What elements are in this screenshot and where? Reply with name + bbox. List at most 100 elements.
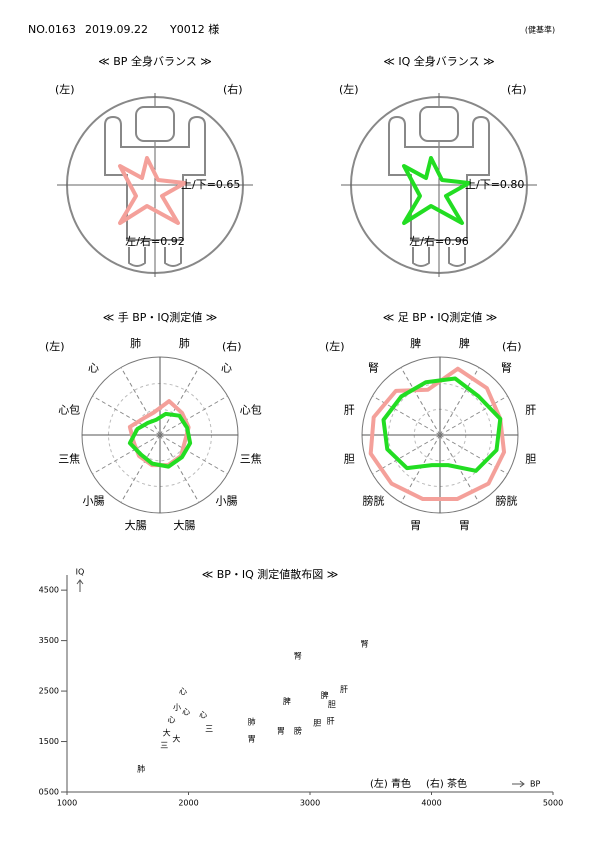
axis-label: 心包: [240, 404, 262, 417]
x-tick-label: 5000: [543, 799, 563, 808]
spoke: [439, 395, 508, 436]
left-label: (左): [45, 340, 65, 353]
y-tick-label: 0500: [39, 788, 59, 797]
spoke: [159, 434, 200, 503]
left-label: (左): [325, 340, 345, 353]
chart-title: ≪ BP・IQ 測定値散布図 ≫: [202, 567, 339, 581]
x-arrow: [512, 780, 525, 788]
point: 三: [160, 741, 168, 750]
point: 大: [172, 734, 180, 744]
spoke: [120, 367, 161, 436]
point: 胆: [328, 700, 336, 709]
y-tick-label: 2500: [39, 687, 59, 696]
spoke: [92, 434, 161, 475]
axis-label: 脾: [410, 336, 421, 350]
point: 心: [182, 707, 190, 716]
figure-body: [104, 115, 206, 267]
axis-label: 脾: [459, 336, 470, 350]
radar-line: [127, 411, 193, 469]
x-tick-label: 2000: [178, 799, 198, 808]
figure-body: [388, 115, 490, 267]
note: (健基準): [525, 25, 555, 35]
spoke: [159, 395, 228, 436]
y-tick-label: 3500: [39, 636, 59, 645]
lr-ratio: 左/右=0.96: [409, 234, 468, 248]
left-label: (左): [339, 83, 359, 96]
axis-label: 小腸: [83, 494, 105, 507]
figure-head: [419, 106, 459, 142]
right-label: (右): [507, 82, 527, 96]
right-label: (右): [502, 339, 522, 353]
y-tick-label: 1500: [39, 737, 59, 746]
x-tick-label: 1000: [57, 799, 77, 808]
radar-line: [381, 376, 503, 473]
axis-label: 大腸: [173, 518, 195, 532]
axis-label: 心: [221, 362, 232, 375]
axis-label: 小腸: [215, 494, 237, 507]
point: 腎: [294, 652, 302, 661]
axis-label: 胆: [344, 452, 355, 465]
axis-label: 三焦: [240, 452, 262, 465]
point: 膀: [294, 725, 302, 735]
chart-title: ≪ IQ 全身バランス ≫: [383, 54, 494, 68]
right-label: (右): [222, 339, 242, 353]
spoke: [120, 434, 161, 503]
figure-head: [135, 106, 175, 142]
point: 脾: [321, 690, 329, 700]
y-arrow: [76, 579, 84, 592]
point: 大: [163, 727, 171, 737]
point: 胆: [313, 718, 321, 727]
left-label: (左): [55, 83, 75, 96]
axis-label: 肝: [525, 404, 536, 417]
x-axis-label: BP: [530, 780, 540, 789]
x-tick-label: 3000: [300, 799, 320, 808]
point: 肺: [248, 717, 256, 726]
point: 脾: [283, 696, 291, 706]
patient: Y0012 様: [169, 22, 219, 36]
axis-label: 膀胱: [495, 493, 517, 507]
legend-entry: (右) 茶色: [426, 777, 467, 790]
axis-label: 肝: [344, 404, 355, 417]
ud-ratio: 上/下=0.65: [181, 178, 240, 191]
axis-label: 腎: [501, 362, 512, 375]
spoke: [372, 395, 441, 436]
balance-star: [402, 156, 471, 225]
record-no: NO.0163: [28, 23, 76, 36]
y-axis-label: IQ: [76, 568, 85, 577]
legend-entry: (左) 青色: [370, 777, 411, 790]
axis-label: 心: [88, 362, 99, 375]
chart-title: ≪ BP 全身バランス ≫: [98, 54, 211, 68]
chart-title: ≪ 足 BP・IQ測定値 ≫: [383, 310, 498, 324]
axis-label: 心包: [58, 404, 80, 417]
axis-label: 大腸: [125, 518, 147, 532]
point: 小: [173, 703, 181, 712]
right-label: (右): [223, 82, 243, 96]
spoke: [372, 434, 441, 475]
point: 心: [179, 687, 187, 696]
spoke: [159, 434, 228, 475]
balance-star: [118, 156, 187, 225]
point: 三: [205, 724, 213, 733]
date: 2019.09.22: [85, 23, 148, 36]
point: 胃: [277, 726, 285, 735]
y-tick-label: 4500: [39, 586, 59, 595]
axis-label: 肺: [130, 337, 141, 350]
axis-label: 三焦: [58, 452, 80, 465]
axis-label: 腎: [368, 362, 379, 375]
point: 肺: [137, 764, 145, 773]
axis-label: 膀胱: [363, 493, 385, 507]
spoke: [159, 367, 200, 436]
spoke: [400, 367, 441, 436]
chart-title: ≪ 手 BP・IQ測定値 ≫: [103, 310, 218, 324]
point: 胃: [248, 735, 256, 744]
point: 肝: [327, 716, 335, 725]
axis-label: 胃: [459, 519, 470, 532]
axis-label: 肺: [179, 337, 190, 350]
lr-ratio: 左/右=0.92: [125, 234, 184, 248]
spoke: [92, 395, 161, 436]
point: 心: [167, 715, 175, 724]
ud-ratio: 上/下=0.80: [465, 178, 524, 191]
axis-label: 胆: [525, 452, 536, 465]
